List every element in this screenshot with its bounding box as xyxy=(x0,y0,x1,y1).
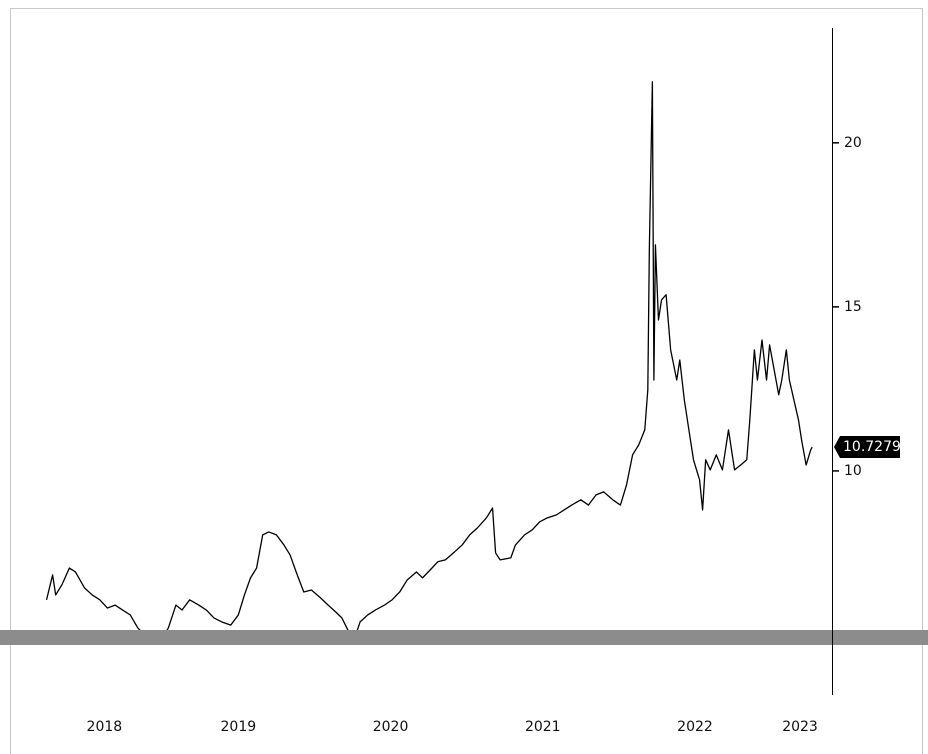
last-value-label: 10.7279 xyxy=(843,439,901,455)
x-tick-label: 2022 xyxy=(677,719,713,735)
y-tick-label: 15 xyxy=(844,299,862,315)
frame xyxy=(10,8,923,754)
x-tick-label: 2018 xyxy=(87,719,123,735)
axes: 10 15 20 2018 2019 2020 2021 2022 2023 10.7279 xyxy=(87,28,901,735)
x-tick-label: 2021 xyxy=(525,719,561,735)
last-value-box xyxy=(834,436,900,459)
y-tick-label: 10 xyxy=(844,463,862,479)
x-tick-label: 2019 xyxy=(221,719,257,735)
y-tick-label: 20 xyxy=(844,135,862,151)
overlay-bar xyxy=(0,630,928,645)
plot-area xyxy=(45,81,813,641)
price-line xyxy=(45,81,813,641)
x-tick-label: 2020 xyxy=(373,719,409,735)
x-tick-label: 2023 xyxy=(782,719,818,735)
